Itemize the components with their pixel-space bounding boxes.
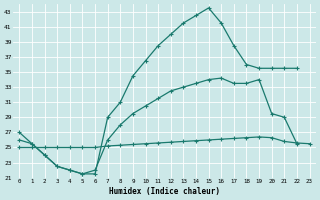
X-axis label: Humidex (Indice chaleur): Humidex (Indice chaleur) (109, 187, 220, 196)
